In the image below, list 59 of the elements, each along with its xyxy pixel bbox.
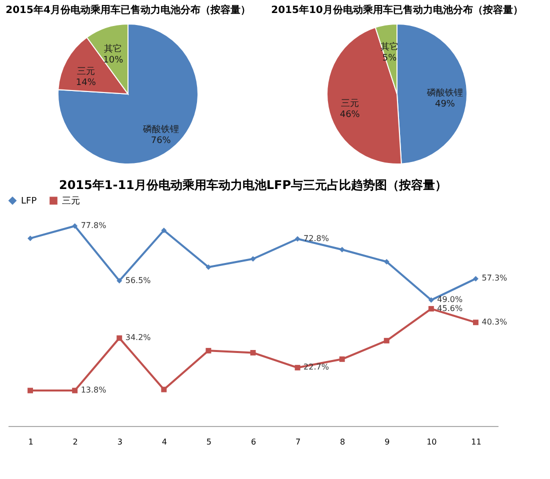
chart-title: 2015年1-11月份电动乘用车动力电池LFP与三元占比趋势图（按容量） [58,178,448,192]
slice-label: 三元 [76,66,95,77]
data-label: 46% [340,110,360,120]
point [384,338,390,344]
point [294,364,300,370]
point [161,386,167,392]
legend-label: LFP [21,196,38,207]
slice-label: 其它 [104,43,122,54]
point [339,356,345,362]
point [250,350,256,356]
point [384,258,390,264]
data-label: 45.6% [437,304,463,313]
legend-label: 三元 [62,196,80,207]
data-label: 34.2% [125,333,152,342]
point [339,246,345,252]
point [28,236,34,242]
point [428,306,434,312]
point [116,335,122,341]
data-label: 49.0% [437,295,463,304]
data-label: 77.8% [80,221,107,230]
x-tick-label: 1 [28,438,34,446]
point [72,388,78,394]
x-tick-label: 4 [162,438,167,446]
data-label: 72.8% [304,234,330,243]
slice-label: 磷酸铁锂 [426,87,463,98]
x-tick-label: 10 [426,438,437,446]
x-tick-label: 7 [296,438,301,446]
slice-label: 磷酸铁锂 [142,124,179,135]
point [28,388,34,394]
point [250,256,256,262]
point [472,320,478,326]
chart-title: 2015年10月份电动乘用车已售动力电池分布（按容量） [271,4,523,16]
data-label: 57.3% [482,274,508,283]
slice-label: 三元 [340,98,359,109]
point [294,236,300,242]
x-tick-label: 8 [340,438,346,446]
x-tick-label: 2 [72,438,78,446]
x-tick-label: 11 [471,438,482,446]
data-label: 40.3% [482,317,508,326]
pie-slice [58,24,198,164]
data-label: 56.5% [125,276,152,285]
data-label: 14% [76,78,96,88]
data-label: 10% [103,55,124,66]
x-tick-label: 5 [206,438,212,446]
chart-title: 2015年4月份电动乘用车已售动力电池分布（按容量） [6,4,250,16]
point [206,348,212,354]
x-tick-label: 6 [250,438,256,446]
data-label: 76% [150,136,172,146]
point [428,297,434,303]
data-label: 49% [434,99,456,110]
point [161,228,167,234]
data-label: 22.7% [304,362,330,372]
x-tick-label: 3 [117,438,122,446]
data-label: 13.8% [80,386,107,395]
point [206,264,212,270]
x-tick-label: 9 [384,438,390,446]
point [72,223,78,229]
point [116,278,122,284]
point [472,276,478,282]
